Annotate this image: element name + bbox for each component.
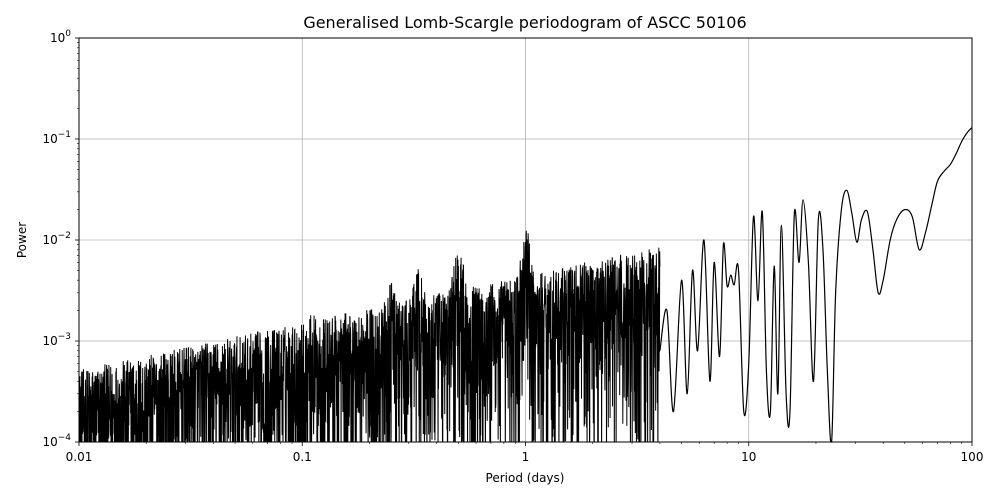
x-tick-label: 0.1: [293, 450, 312, 464]
x-tick-label: 10: [741, 450, 756, 464]
x-tick-label: 100: [961, 450, 984, 464]
x-tick-label: 1: [522, 450, 530, 464]
x-tick-label: 0.01: [66, 450, 93, 464]
periodogram-noise-line: [79, 230, 661, 442]
axis-ticks: 0.01 0.1 1 10 100 10−4 10−3 10−2 10−1 100: [42, 29, 983, 464]
data-series-group: [79, 127, 972, 442]
y-tick-label: 10−2: [42, 231, 71, 247]
y-tick-label: 100: [50, 29, 71, 45]
y-tick-label: 10−1: [42, 130, 71, 146]
y-tick-label: 10−4: [42, 433, 71, 449]
periodogram-line: [659, 127, 972, 442]
x-axis-title: Period (days): [486, 471, 565, 485]
chart-title: Generalised Lomb-Scargle periodogram of …: [303, 13, 746, 32]
y-tick-label: 10−3: [42, 332, 71, 348]
y-axis-title: Power: [15, 222, 29, 258]
